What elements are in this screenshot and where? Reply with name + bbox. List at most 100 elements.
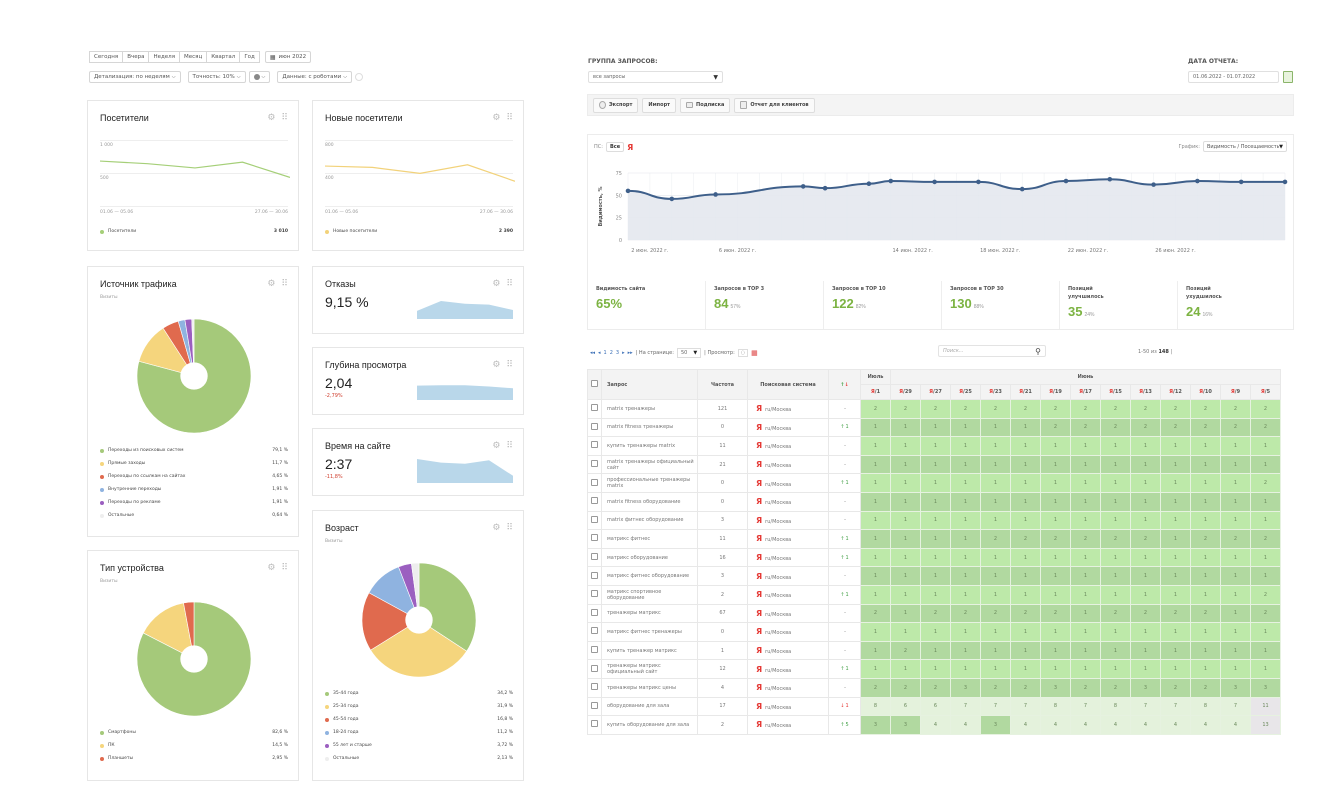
- query-text[interactable]: купить оборудование для зала: [601, 715, 698, 735]
- legend-item[interactable]: Остальные 0,64 %: [100, 509, 288, 522]
- col-change[interactable]: ↑↓: [828, 369, 861, 400]
- col-date[interactable]: Я/17: [1070, 384, 1101, 400]
- query-text[interactable]: тренажеры матрикс цены: [601, 677, 698, 698]
- period-button[interactable]: Сегодня: [89, 51, 124, 63]
- col-date[interactable]: Я/25: [950, 384, 981, 400]
- row-checkbox[interactable]: [591, 701, 598, 709]
- row-checkbox[interactable]: [591, 534, 598, 542]
- query-text[interactable]: тренажеры матрикс официальный сайт: [601, 659, 698, 679]
- query-text[interactable]: профессиональные тренажеры matrix: [601, 473, 698, 493]
- gear-icon[interactable]: ⚙: [267, 279, 276, 289]
- legend-item[interactable]: 25-34 года 31,9 %: [325, 700, 513, 713]
- period-button[interactable]: Месяц: [179, 51, 208, 63]
- legend-item[interactable]: Прямые заходы 11,7 %: [100, 457, 288, 470]
- import-button[interactable]: Импорт: [642, 97, 677, 113]
- help-icon[interactable]: [355, 73, 364, 81]
- legend-item[interactable]: 18-24 года 11,2 %: [325, 726, 513, 739]
- query-text[interactable]: купить тренажер матрикс: [601, 640, 698, 661]
- last-page-icon[interactable]: ▸▸: [627, 350, 633, 356]
- col-date[interactable]: Я/5: [1250, 384, 1281, 400]
- legend-item[interactable]: Смартфоны 82,6 %: [100, 726, 288, 739]
- query-text[interactable]: оборудование для зала: [601, 696, 698, 717]
- col-frequency[interactable]: Частота: [697, 369, 748, 400]
- row-checkbox[interactable]: [591, 590, 598, 598]
- drag-handle-icon[interactable]: ⠿: [506, 441, 513, 451]
- drag-handle-icon[interactable]: ⠿: [506, 279, 513, 289]
- query-text[interactable]: matrix тренажеры официальный сайт: [601, 454, 698, 475]
- select-all-checkbox[interactable]: [591, 380, 598, 387]
- next-page-icon[interactable]: ▸: [622, 350, 625, 356]
- search-input[interactable]: Поиск... ⚲: [938, 345, 1046, 357]
- col-search-engine[interactable]: Поисковая система: [747, 369, 829, 400]
- pie-slice[interactable]: [370, 619, 468, 678]
- legend-item[interactable]: Переходы из поисковых систем 79,1 %: [100, 444, 288, 457]
- period-button[interactable]: Вчера: [122, 51, 150, 63]
- legend-item[interactable]: Планшеты 2,95 %: [100, 752, 288, 765]
- legend-item[interactable]: Внутренние переходы 1,91 %: [100, 483, 288, 496]
- col-date[interactable]: Я/1: [860, 384, 891, 400]
- gear-icon[interactable]: ⚙: [267, 113, 276, 123]
- accuracy-dropdown[interactable]: Точность: 10% ⌵: [187, 71, 246, 83]
- pie-slice[interactable]: [361, 592, 420, 651]
- row-checkbox[interactable]: [591, 720, 598, 728]
- page-link[interactable]: 3: [615, 350, 620, 356]
- data-dropdown[interactable]: Данные: с роботами ⌵: [277, 71, 353, 83]
- row-checkbox[interactable]: [591, 683, 598, 691]
- col-date[interactable]: Я/23: [980, 384, 1011, 400]
- drag-handle-icon[interactable]: ⠿: [506, 113, 513, 123]
- gear-icon[interactable]: ⚙: [492, 113, 501, 123]
- row-checkbox[interactable]: [591, 460, 598, 468]
- col-date[interactable]: Я/13: [1130, 384, 1161, 400]
- view-grid-icon[interactable]: ▦: [751, 349, 758, 357]
- export-button[interactable]: Экспорт: [593, 97, 639, 113]
- yandex-icon[interactable]: Я: [627, 142, 634, 152]
- row-checkbox[interactable]: [591, 422, 598, 430]
- legend-item[interactable]: Переходы по ссылкам на сайтах 4,65 %: [100, 470, 288, 483]
- query-text[interactable]: matrix тренажеры: [601, 399, 698, 419]
- row-checkbox[interactable]: [591, 441, 598, 449]
- legend-item[interactable]: 55 лет и старше 3,72 %: [325, 739, 513, 752]
- period-button[interactable]: Неделя: [148, 51, 180, 63]
- col-date[interactable]: Я/29: [890, 384, 921, 400]
- query-text[interactable]: матрикс оборудование: [601, 547, 698, 568]
- row-checkbox[interactable]: [591, 646, 598, 654]
- legend-item[interactable]: 45-54 года 16,8 %: [325, 713, 513, 726]
- pie-slice[interactable]: [183, 601, 195, 660]
- calendar-icon[interactable]: [1283, 71, 1293, 83]
- drag-handle-icon[interactable]: ⠿: [506, 360, 513, 370]
- gear-icon[interactable]: ⚙: [492, 523, 501, 533]
- pie-slice[interactable]: [142, 602, 195, 660]
- report-date-input[interactable]: 01.06.2022 - 01.07.2022: [1188, 71, 1279, 83]
- per-page-select[interactable]: 50 ▼: [676, 348, 702, 358]
- query-group-select[interactable]: все запросы ▼: [588, 71, 723, 83]
- col-date[interactable]: Я/9: [1220, 384, 1251, 400]
- col-query[interactable]: Запрос: [601, 369, 698, 400]
- query-text[interactable]: матрикс фитнес оборудование: [601, 566, 698, 586]
- query-text[interactable]: матрикс спортивное оборудование: [601, 584, 698, 605]
- gear-icon[interactable]: ⚙: [492, 360, 501, 370]
- row-checkbox[interactable]: [591, 664, 598, 672]
- client-report-button[interactable]: Отчет для клиентов: [734, 97, 815, 113]
- gear-icon[interactable]: ⚙: [267, 563, 276, 573]
- period-button[interactable]: Квартал: [206, 51, 241, 63]
- row-checkbox[interactable]: [591, 515, 598, 523]
- pie-slice[interactable]: [191, 318, 195, 377]
- drag-handle-icon[interactable]: ⠿: [281, 113, 288, 123]
- drag-handle-icon[interactable]: ⠿: [281, 563, 288, 573]
- query-text[interactable]: matrix fitness тренажеры: [601, 417, 698, 438]
- col-date[interactable]: Я/21: [1010, 384, 1041, 400]
- row-checkbox[interactable]: [591, 478, 598, 486]
- row-checkbox[interactable]: [591, 627, 598, 635]
- segment-dropdown[interactable]: ⌵: [248, 71, 271, 83]
- ps-all-button[interactable]: Все: [605, 142, 625, 152]
- pie-slice[interactable]: [411, 562, 420, 621]
- gear-icon[interactable]: ⚙: [492, 279, 501, 289]
- row-checkbox[interactable]: [591, 571, 598, 579]
- legend-item[interactable]: Остальные 2,13 %: [325, 752, 513, 765]
- row-checkbox[interactable]: [591, 404, 598, 412]
- subscribe-button[interactable]: Подписка: [680, 97, 731, 113]
- detail-dropdown[interactable]: Детализация: по неделям ⌵: [89, 71, 181, 83]
- query-text[interactable]: matrix фитнес оборудование: [601, 510, 698, 531]
- legend-item[interactable]: Переходы по рекламе 1,91 %: [100, 496, 288, 509]
- prev-page-icon[interactable]: ◂: [598, 350, 601, 356]
